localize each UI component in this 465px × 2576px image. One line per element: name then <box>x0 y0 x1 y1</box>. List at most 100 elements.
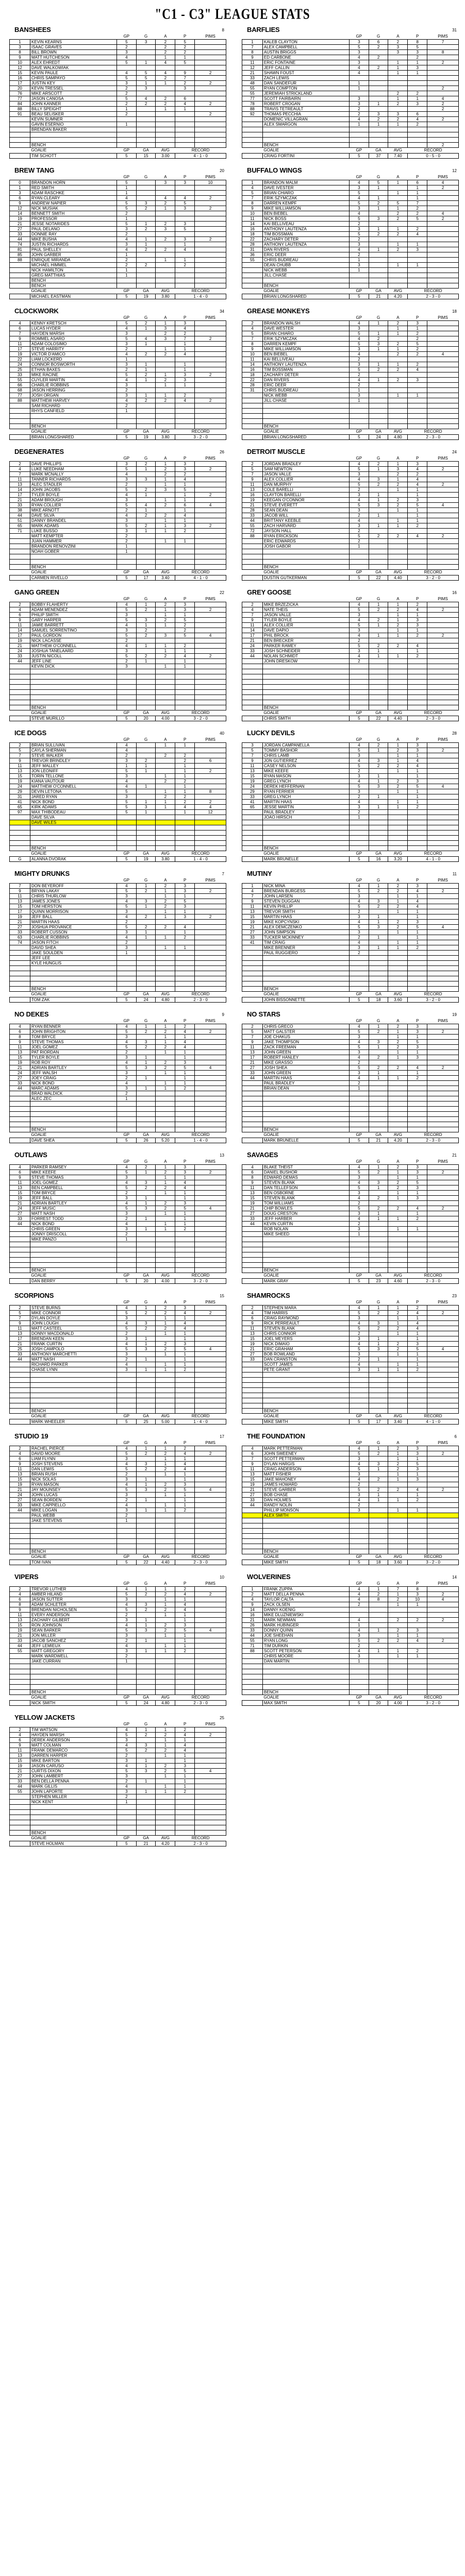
player-row[interactable]: 4 LUKE NEEDHAM 5 1 2 3 2 <box>9 466 226 472</box>
player-row[interactable] <box>9 830 226 836</box>
player-row[interactable] <box>242 1518 459 1523</box>
player-row[interactable]: 74 JASON FITCH 2 <box>9 940 226 945</box>
player-row[interactable]: 15 STEVEN BLANK 4 2 1 3 <box>242 1195 459 1201</box>
player-row[interactable]: 68 JASON HERRING 2 <box>9 387 226 393</box>
player-row[interactable] <box>9 1372 226 1378</box>
player-row[interactable]: 28 ERIC DEER 2 <box>242 382 459 388</box>
player-row[interactable]: 11 NICK BOSS 5 3 2 5 2 <box>242 216 459 222</box>
player-row[interactable]: 11 CHRIS THURLOW 3 1 1 <box>9 893 226 899</box>
player-row[interactable]: PHILLIP MONSON 3 1 1 <box>242 1507 459 1513</box>
player-row[interactable]: 27 JOHN SIMPSON 3 1 1 <box>242 929 459 935</box>
player-row[interactable]: JUAN HAMMER 2 1 1 <box>9 538 226 544</box>
player-row[interactable] <box>9 554 226 560</box>
player-row[interactable]: 88 SCOTT PETERSON 4 1 1 2 <box>242 1648 459 1654</box>
player-row[interactable]: 5 TOMMY BASHOR 5 1 2 3 2 <box>242 748 459 753</box>
player-row[interactable]: 11 TANNER RICHARDS 3 3 1 4 <box>9 477 226 482</box>
player-row[interactable]: ALEX SMITH <box>242 1513 459 1518</box>
player-row[interactable]: 44 BRITTANY KEEBLE 4 1 1 <box>242 518 459 523</box>
player-row[interactable]: 9 STEVE THOMAS 3 1 1 <box>9 1175 226 1180</box>
player-row[interactable]: 22 DAN RIVERS 4 1 2 3 <box>242 377 459 383</box>
player-row[interactable] <box>242 1116 459 1122</box>
player-row[interactable]: 1 BRANDON MALM 4 5 1 6 4 <box>242 180 459 185</box>
player-row[interactable]: 44 JEFF LEMIEUX 4 1 1 <box>9 1643 226 1649</box>
player-row[interactable]: 55 JOHN LAPORTE 3 1 1 2 <box>9 1789 226 1794</box>
player-row[interactable]: GAVIN ESERNIO 1 <box>9 122 226 127</box>
player-row[interactable] <box>9 1809 226 1815</box>
player-row[interactable]: 77 JOSH ORGAN 3 1 1 2 <box>9 393 226 398</box>
player-row[interactable]: 14 DAVE DAPIO 3 1 1 <box>242 628 459 633</box>
player-row[interactable]: 2 TREVOR LUTHER 4 1 1 2 <box>9 1586 226 1592</box>
player-row[interactable]: 7 JOE CHAKUS 3 1 1 <box>242 1034 459 1040</box>
player-row[interactable]: 5 BRIAN CHIARO 5 1 1 2 <box>242 331 459 336</box>
player-row[interactable]: 4 BLAKE THEIST 4 1 2 3 <box>242 1164 459 1170</box>
player-row[interactable]: 16 CHRIS SAMPAYO 5 5 2 7 <box>9 75 226 81</box>
player-row[interactable]: 13 BEN CAMPBELL 5 2 2 4 <box>9 1185 226 1191</box>
player-row[interactable] <box>242 278 459 283</box>
player-row[interactable]: 9 TREVOR BRINDLEY 3 2 2 6 <box>9 758 226 764</box>
player-row[interactable]: 6 DANIEL BUSHOR 5 2 1 3 2 <box>242 1170 459 1175</box>
player-row[interactable] <box>242 1664 459 1669</box>
player-row[interactable] <box>242 830 459 836</box>
player-row[interactable] <box>242 127 459 132</box>
player-row[interactable]: 14 SAMUEL SORRENTINO 3 2 2 <box>9 628 226 633</box>
player-row[interactable]: 41 MARTIN HAAS 4 1 1 <box>242 799 459 805</box>
player-row[interactable]: 33 DONNIE RAY 2 <box>9 231 226 237</box>
player-row[interactable]: 25 JOSH CAMPOLO 5 3 2 5 4 <box>9 1346 226 1352</box>
player-row[interactable] <box>242 1669 459 1674</box>
player-row[interactable]: 13 MATT FISHER 3 1 1 <box>242 1471 459 1477</box>
player-row[interactable]: 8 DARREN KEMPF 5 2 5 7 <box>242 200 459 206</box>
player-row[interactable]: 44 RANDY NOLIN 2 <box>242 1502 459 1508</box>
player-row[interactable] <box>9 684 226 690</box>
player-row[interactable]: 31 DAN RIVERS 4 1 2 3 <box>242 247 459 252</box>
player-row[interactable]: 11 DAN LEWIS 5 2 2 4 <box>9 1466 226 1472</box>
player-row[interactable]: NICK WEBB 3 1 1 <box>242 393 459 398</box>
player-row[interactable]: 4 NATE THEIS 5 2 2 4 2 <box>242 607 459 613</box>
goalie-row[interactable]: MARK WHEELER 5 25 5.00 1 - 4 - 0 <box>9 1419 226 1425</box>
player-row[interactable]: KYLE HUNGLIS <box>9 960 226 966</box>
player-row[interactable]: 4 DAVE IVESTER 3 1 1 2 <box>242 185 459 191</box>
player-row[interactable]: 55 RYAN COMPTON 1 2 <box>242 86 459 91</box>
player-row[interactable]: 6 DEREK ANDERSON 3 1 1 <box>9 1737 226 1743</box>
player-row[interactable]: 33 TUCKER MCKINNEY 2 1 1 <box>242 935 459 940</box>
player-row[interactable]: 31 JARED RYAN 3 2 2 <box>9 794 226 800</box>
player-row[interactable]: PETE GRANT 3 1 1 2 <box>242 1367 459 1372</box>
player-row[interactable]: BRAD WALDICK 2 <box>9 1091 226 1096</box>
player-row[interactable]: 24 JEFF MUSIC 5 3 2 5 4 <box>9 1206 226 1211</box>
player-row[interactable]: 8 DARREN KEMPF 5 3 2 5 <box>242 341 459 347</box>
player-row[interactable]: 9 JON GUTIERREZ 4 3 1 4 <box>242 758 459 764</box>
player-row[interactable] <box>9 132 226 138</box>
player-row[interactable]: 21 CURTIS DIXON 5 3 2 5 4 <box>9 1768 226 1774</box>
player-row[interactable]: 51 DANNY BRANDEL 3 1 1 <box>9 518 226 523</box>
player-row[interactable]: 44 MARK GILLIS 4 1 1 <box>9 1784 226 1789</box>
player-row[interactable]: 29 DEVIN LETONA 5 1 1 8 <box>9 789 226 794</box>
player-row[interactable]: 11 ZACK FREEMAN 5 1 2 3 <box>242 1044 459 1050</box>
player-row[interactable]: 21 ADAM BROUGH 3 1 1 <box>9 497 226 503</box>
player-row[interactable]: BENCH <box>9 278 226 283</box>
player-row[interactable]: 33 FORREST TODD 2 1 1 <box>9 1216 226 1222</box>
player-row[interactable]: 9 JOSH STEVENS 4 3 1 4 <box>9 1461 226 1467</box>
player-row[interactable]: 19 NICK DIMAIO 4 1 2 3 <box>242 1341 459 1347</box>
player-row[interactable]: 18 ZACHARY DETER 2 <box>242 372 459 378</box>
player-row[interactable] <box>242 1101 459 1107</box>
player-row[interactable] <box>9 1825 226 1831</box>
player-row[interactable]: 19 NICK LACASSE 2 <box>9 638 226 643</box>
player-row[interactable]: 27 BOB ROWLAND 3 1 1 <box>242 1351 459 1357</box>
player-row[interactable]: 19 KIANA VAUTOUR 4 2 2 <box>9 778 226 784</box>
player-row[interactable]: 10 ALEX EHREDT 5 1 4 5 <box>9 60 226 65</box>
player-row[interactable]: 21 ALEX DEMCZENKO 5 3 2 5 4 <box>242 924 459 930</box>
player-row[interactable]: 7 HAYDEN MARSH 3 2 2 <box>9 331 226 336</box>
player-row[interactable] <box>242 694 459 700</box>
player-row[interactable]: 24 JOSHUA TANELAARD 3 1 1 <box>9 648 226 654</box>
player-row[interactable]: 33 JOSH SCHNEIDER 3 1 1 <box>242 648 459 654</box>
player-row[interactable]: 17 JUSTIN KEY 3 1 1 2 2 <box>9 80 226 86</box>
player-row[interactable]: 27 MATT NASH 3 1 1 <box>9 1211 226 1216</box>
player-row[interactable] <box>9 1538 226 1544</box>
player-row[interactable]: 19 JASON CARUSO 4 1 2 3 <box>9 1763 226 1769</box>
player-row[interactable]: JILL CHASE <box>242 273 459 278</box>
player-row[interactable]: 7 JOHN LARSEN 3 1 1 <box>242 893 459 899</box>
player-row[interactable]: 44 NOLAN SCHMIDT 4 1 1 2 <box>242 653 459 659</box>
player-row[interactable] <box>9 1387 226 1393</box>
player-row[interactable]: 21 FRANK CURTIN 4 1 2 3 <box>9 1341 226 1347</box>
player-row[interactable] <box>9 840 226 846</box>
player-row[interactable] <box>242 1111 459 1117</box>
